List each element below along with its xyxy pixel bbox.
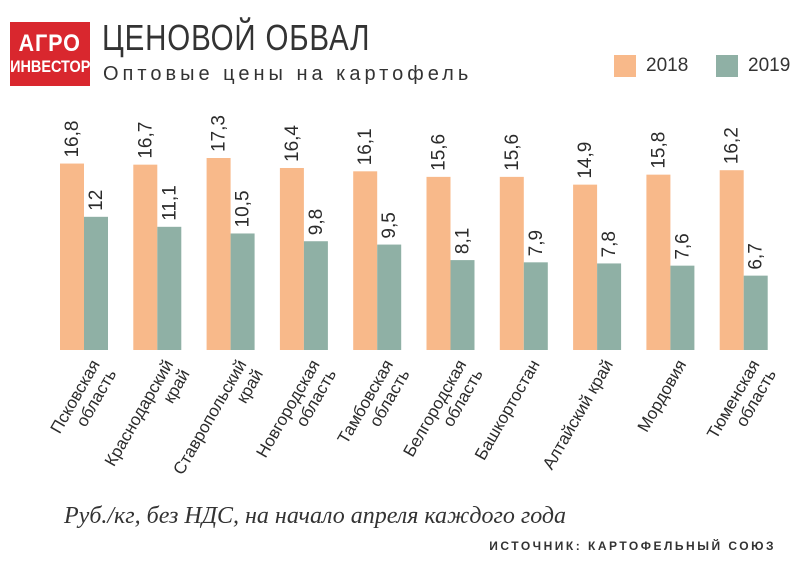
bar-2019-4 xyxy=(377,244,402,350)
value-label-2019-4: 9,5 xyxy=(379,212,400,238)
bar-2019-7 xyxy=(597,263,622,350)
bar-2018-2 xyxy=(206,158,231,350)
bar-2019-0 xyxy=(84,216,108,350)
bar-2019-3 xyxy=(303,241,328,350)
bar-2018-6 xyxy=(499,176,524,350)
value-label-2018-7: 14,9 xyxy=(575,142,596,179)
legend-swatch-2018 xyxy=(614,55,636,77)
legend-item-2018: 2018 xyxy=(614,55,688,77)
bar-2018-3 xyxy=(279,167,304,350)
value-label-2019-9: 6,7 xyxy=(746,243,767,269)
bar-2018-7 xyxy=(573,184,598,350)
agroinvestor-logo: АГРО ИНВЕСТОР xyxy=(10,22,90,86)
bar-2018-0 xyxy=(60,163,84,350)
bar-2019-8 xyxy=(670,265,695,350)
category-label-line-7-0: Алтайский край xyxy=(539,357,617,473)
value-label-2018-6: 15,6 xyxy=(502,134,523,171)
category-label-6: Башкортостан xyxy=(471,357,544,464)
bar-chart: 16,812Псковскаяобласть16,711,1Краснодарс… xyxy=(47,115,780,478)
value-label-2019-1: 11,1 xyxy=(159,185,180,221)
value-label-2019-8: 7,6 xyxy=(672,233,693,259)
legend-label-2019: 2019 xyxy=(748,55,791,76)
value-label-2019-2: 10,5 xyxy=(233,190,254,227)
value-label-2019-3: 9,8 xyxy=(306,209,327,235)
value-label-2018-5: 15,6 xyxy=(429,134,450,171)
bar-2019-2 xyxy=(230,233,255,350)
bar-2018-8 xyxy=(646,174,671,350)
bar-2018-5 xyxy=(426,176,451,350)
value-label-2019-7: 7,8 xyxy=(599,231,620,257)
legend-item-2019: 2019 xyxy=(716,55,790,77)
value-label-2018-1: 16,7 xyxy=(135,122,156,159)
value-label-2018-9: 16,2 xyxy=(722,127,743,164)
category-label-7: Алтайский край xyxy=(539,357,617,473)
value-label-2018-4: 16,1 xyxy=(355,128,376,165)
bar-2019-9 xyxy=(743,275,768,350)
bar-2018-4 xyxy=(353,171,378,350)
category-label-8: Мордовия xyxy=(634,357,690,436)
bar-2018-9 xyxy=(719,170,744,350)
value-label-2018-8: 15,8 xyxy=(648,132,669,169)
bar-2019-6 xyxy=(523,262,548,350)
category-label-line-8-0: Мордовия xyxy=(634,357,690,436)
value-label-2018-0: 16,8 xyxy=(62,121,83,158)
bar-2018-1 xyxy=(133,164,158,350)
value-label-2019-0: 12 xyxy=(86,190,107,211)
source-credit: ИСТОЧНИК: КАРТОФЕЛЬНЫЙ СОЮЗ xyxy=(489,539,776,553)
value-label-2019-6: 7,9 xyxy=(526,230,547,256)
category-label-line-6-0: Башкортостан xyxy=(471,357,544,464)
units-footnote: Руб./кг, без НДС, на начало апреля каждо… xyxy=(64,503,567,529)
bar-2019-5 xyxy=(450,260,475,350)
logo-line-1: АГРО xyxy=(18,30,82,57)
bar-2019-1 xyxy=(157,226,182,350)
value-label-2018-2: 17,3 xyxy=(209,115,230,152)
legend-swatch-2019 xyxy=(716,55,738,77)
chart-title: ЦЕНОВОЙ ОБВАЛ xyxy=(102,17,371,58)
value-label-2019-5: 8,1 xyxy=(453,228,474,254)
legend-label-2018: 2018 xyxy=(646,55,689,76)
value-label-2018-3: 16,4 xyxy=(282,125,303,162)
logo-line-2: ИНВЕСТОР xyxy=(9,57,91,76)
chart-subtitle: Оптовые цены на картофель xyxy=(103,63,473,85)
